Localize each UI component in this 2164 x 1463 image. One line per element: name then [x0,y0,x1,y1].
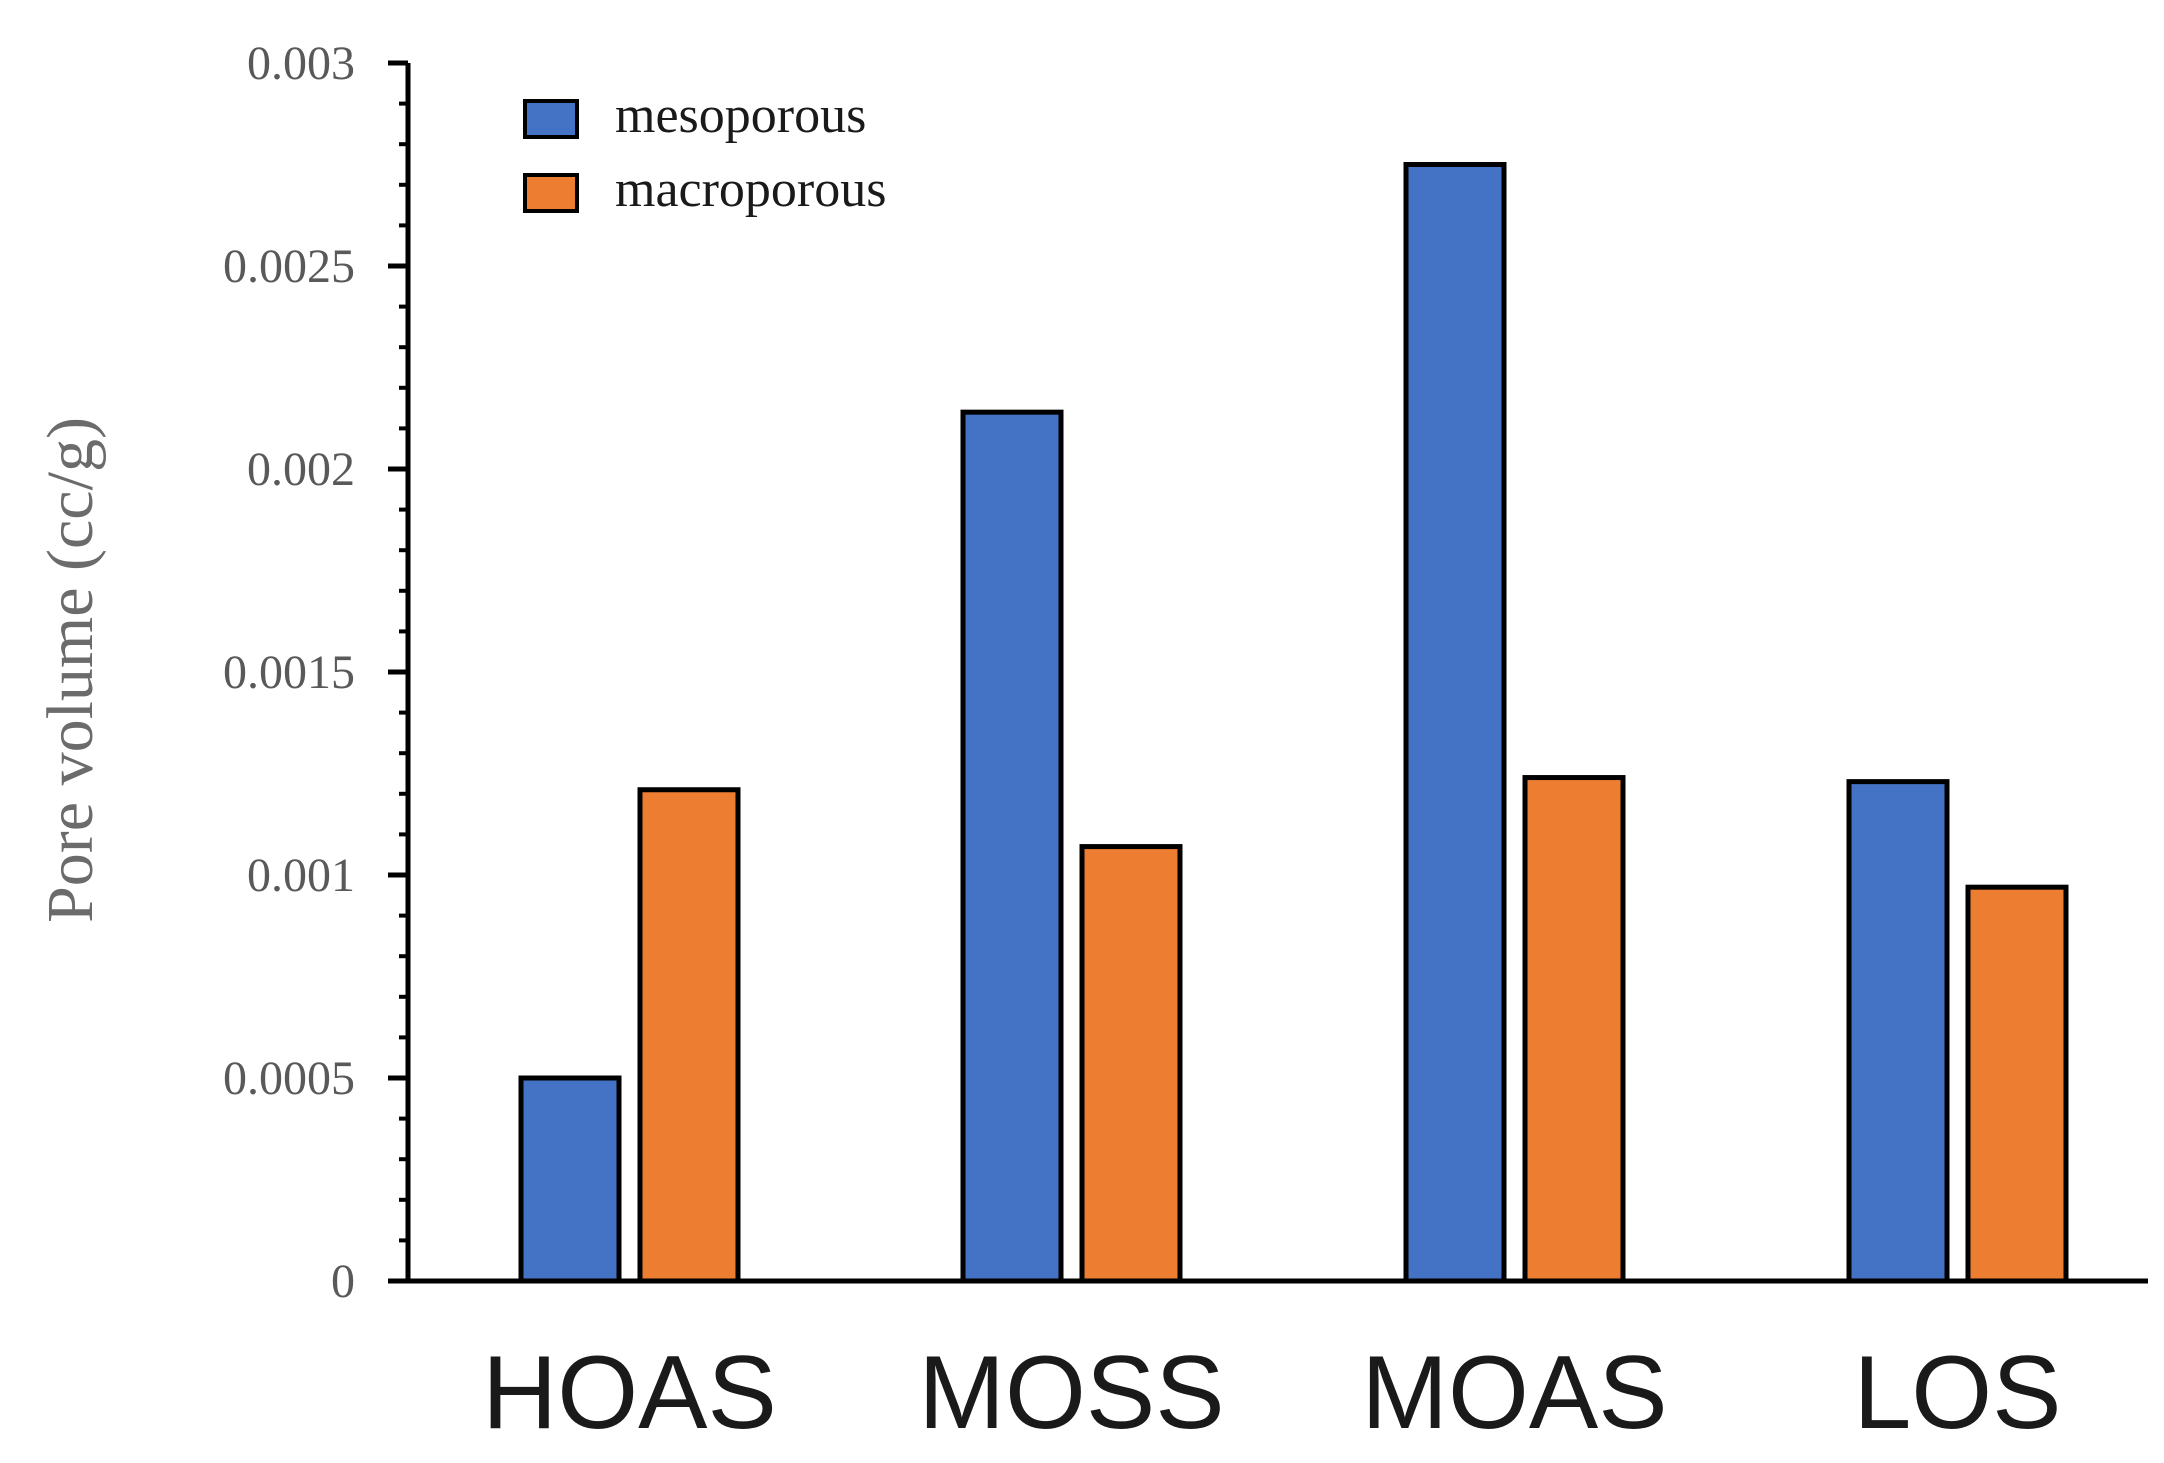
y-tick-label: 0.002 [247,443,355,496]
legend-swatch-mesoporous [523,99,579,139]
bar-mesoporous-moas [1403,162,1507,1284]
x-category-label-moss: MOSS [918,1335,1224,1451]
x-category-label-moas: MOAS [1361,1335,1667,1451]
bar-mesoporous-hoas [518,1075,622,1284]
y-axis-title: Pore volume (cc/g) [34,417,107,923]
y-tick-label: 0.001 [247,849,355,902]
bar-macroporous-los [1965,884,2069,1284]
y-tick-label: 0.0025 [223,240,355,293]
bar-macroporous-moss [1079,844,1183,1284]
x-category-label-hoas: HOAS [482,1335,777,1451]
y-tick-label: 0.0005 [223,1052,355,1105]
y-tick-label: 0 [331,1255,355,1308]
legend-swatch-macroporous [523,173,579,213]
y-tick-label: 0.003 [247,37,355,90]
legend: mesoporous macroporous [523,87,886,218]
bar-mesoporous-los [1846,779,1950,1284]
bar-mesoporous-moss [960,409,1064,1284]
bar-macroporous-hoas [637,787,741,1284]
x-category-label-los: LOS [1853,1335,2061,1451]
y-tick-label: 0.0015 [223,646,355,699]
legend-label-mesoporous: mesoporous [615,87,866,144]
legend-label-macroporous: macroporous [615,161,886,218]
bar-macroporous-moas [1522,775,1626,1284]
